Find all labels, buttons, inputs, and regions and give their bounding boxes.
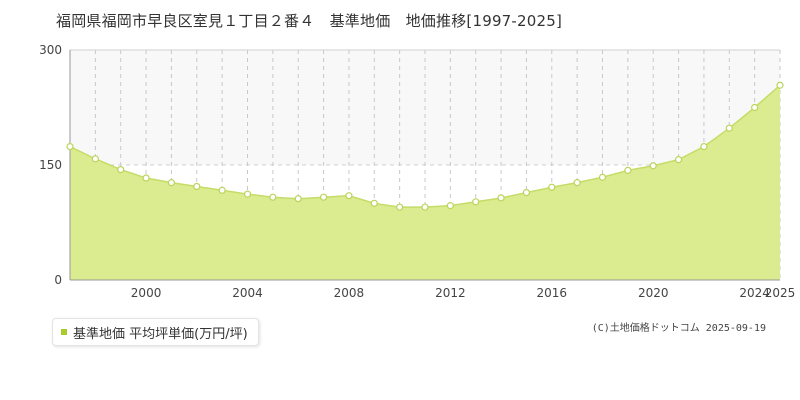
x-tick-label: 2020 <box>638 286 669 300</box>
x-tick-label: 2024 <box>739 286 770 300</box>
series-area <box>70 85 780 281</box>
legend-label: 基準地価 平均坪単価(万円/坪) <box>73 326 248 342</box>
y-tick-label: 300 <box>39 43 62 57</box>
x-tick-label: 2000 <box>131 286 162 300</box>
x-tick-label: 2016 <box>537 286 568 300</box>
data-point <box>396 203 404 211</box>
legend-marker-icon <box>61 329 67 335</box>
data-point <box>624 166 632 174</box>
data-point <box>446 202 454 210</box>
data-point <box>751 103 759 112</box>
data-point <box>294 195 302 203</box>
x-tick-label: 2008 <box>334 286 365 300</box>
data-point <box>66 143 74 151</box>
data-point <box>91 155 99 163</box>
chart-title: 福岡県福岡市早良区室見１丁目２番４ 基準地価 地価推移[1997-2025] <box>56 12 563 30</box>
data-point <box>193 182 201 191</box>
data-point <box>218 186 226 194</box>
data-point <box>497 194 505 202</box>
data-point <box>573 179 581 187</box>
data-point <box>167 179 176 187</box>
x-tick-label: 2025 <box>765 286 796 300</box>
y-tick-label: 150 <box>39 158 62 172</box>
data-point <box>598 173 607 181</box>
data-point <box>142 174 150 182</box>
data-point <box>319 193 328 201</box>
x-tick-label: 2004 <box>232 286 263 300</box>
data-point <box>421 203 429 211</box>
data-point <box>700 143 708 151</box>
data-point <box>472 198 480 206</box>
x-tick-label: 2012 <box>435 286 466 300</box>
data-point <box>117 166 125 174</box>
credit-text: (C)土地価格ドットコム 2025-09-19 <box>591 323 766 334</box>
y-tick-label: 0 <box>54 273 62 287</box>
data-point <box>243 190 252 198</box>
data-point <box>370 199 378 207</box>
data-point <box>649 162 657 170</box>
data-point <box>345 192 353 200</box>
data-point <box>725 124 733 132</box>
data-point <box>269 193 277 201</box>
data-point <box>548 183 556 191</box>
legend: 基準地価 平均坪単価(万円/坪) <box>52 318 259 346</box>
data-point <box>522 189 531 197</box>
data-point <box>776 81 784 89</box>
data-point <box>674 156 683 164</box>
